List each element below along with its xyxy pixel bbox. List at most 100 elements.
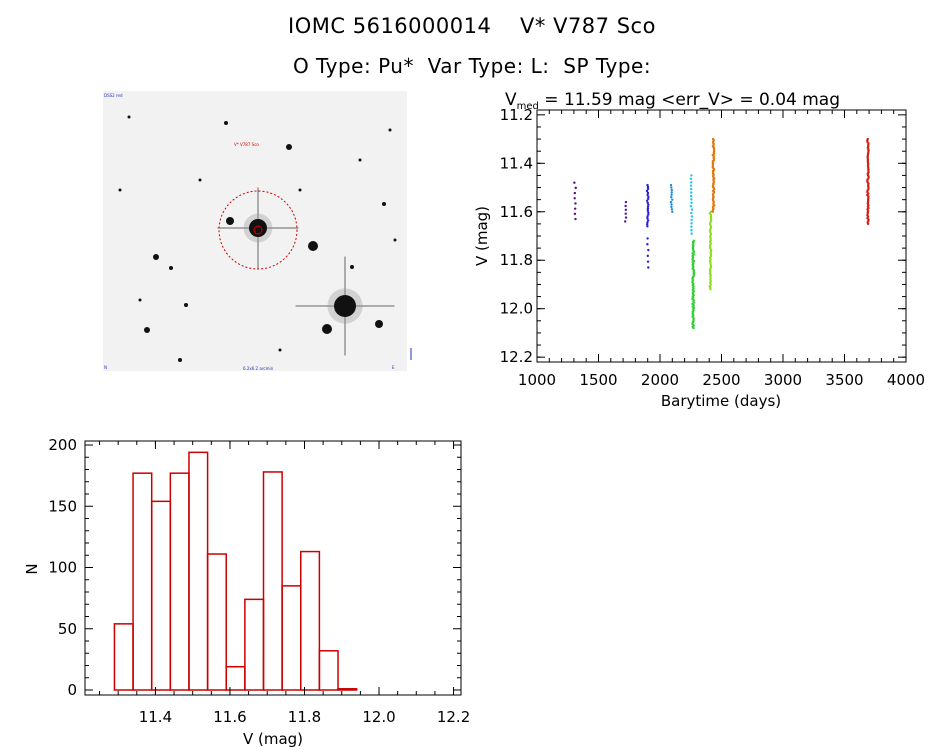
finder-stars — [118, 115, 397, 362]
finder-chart: DSS2 red V* V787 Sco N 6.2x6.2 arcmin E — [103, 91, 412, 371]
histogram-bar — [281, 585, 302, 691]
data-point — [690, 225, 693, 228]
data-point — [689, 187, 693, 191]
data-point — [573, 197, 576, 200]
histogram-bar — [244, 598, 265, 691]
data-point — [646, 225, 649, 228]
x-tick-label: 2500 — [702, 371, 740, 389]
x-tick-label: 1500 — [579, 371, 617, 389]
finder-survey-label: DSS2 red — [104, 93, 123, 98]
data-point — [647, 195, 650, 199]
data-point — [690, 208, 694, 211]
data-point — [646, 237, 649, 240]
x-tick-label: 2000 — [641, 371, 679, 389]
star — [127, 115, 131, 119]
data-point — [689, 184, 693, 187]
histogram-bar — [113, 623, 134, 691]
star — [308, 241, 318, 251]
data-point — [689, 177, 693, 181]
data-point — [646, 215, 649, 218]
data-point — [669, 183, 673, 187]
data-point — [690, 222, 693, 225]
data-point — [670, 205, 673, 209]
histogram-bar — [300, 550, 321, 691]
target-marker — [253, 225, 263, 235]
data-point — [646, 187, 650, 191]
data-point — [646, 191, 650, 195]
data-point — [574, 217, 577, 221]
histogram-bar — [225, 665, 246, 691]
data-point — [646, 207, 650, 210]
star — [382, 202, 386, 206]
light-curve-ylabel: V (mag) — [473, 206, 491, 266]
data-point — [670, 203, 673, 206]
data-point — [690, 191, 693, 194]
light-curve-frame — [536, 109, 907, 363]
star — [322, 324, 332, 334]
star-type-line: O Type: Pu* Var Type: L: SP Type: — [292, 54, 652, 78]
data-point — [646, 219, 650, 222]
light-curve-plot: Vmed = 11.59 mag <err_V> = 0.04 mag 1000… — [473, 90, 925, 410]
light-curve-points — [573, 137, 870, 330]
data-point — [690, 215, 694, 218]
star — [334, 295, 356, 317]
x-tick-label: 11.6 — [213, 708, 246, 726]
data-point — [646, 201, 649, 204]
data-point — [574, 186, 577, 190]
data-point — [690, 174, 693, 177]
y-tick-label: 11.4 — [500, 154, 533, 172]
x-tick-label: 11.4 — [139, 708, 172, 726]
histogram-bar — [318, 650, 339, 691]
light-curve-ticks: 1000 1500 2000 2500 3000 3500 4000 11.2 11.4 11.6… — [500, 106, 926, 389]
star — [278, 348, 282, 352]
data-point — [646, 209, 650, 212]
star — [178, 358, 182, 362]
data-point — [866, 222, 870, 226]
data-point — [709, 288, 712, 291]
data-point — [624, 216, 628, 219]
star — [118, 188, 122, 192]
star — [388, 128, 392, 132]
finder-north-label: N — [104, 365, 107, 370]
data-point — [645, 189, 649, 193]
data-point — [647, 248, 650, 252]
data-point — [671, 210, 674, 213]
x-tick-label: 3500 — [825, 371, 863, 389]
histogram-bar — [169, 472, 190, 691]
data-point — [645, 223, 649, 226]
data-point — [647, 211, 650, 214]
star — [224, 121, 228, 125]
star — [298, 188, 302, 192]
data-point — [690, 181, 693, 184]
star — [358, 158, 362, 162]
data-point — [671, 198, 674, 201]
histogram-frame — [84, 440, 462, 696]
data-point — [646, 221, 649, 224]
light-curve-title: Vmed = 11.59 mag <err_V> = 0.04 mag — [505, 90, 840, 112]
data-point — [670, 208, 674, 211]
data-point — [669, 200, 673, 204]
data-point — [670, 193, 673, 197]
finder-east-label: E — [392, 365, 395, 370]
data-point — [624, 204, 627, 208]
data-point — [646, 197, 650, 201]
title-v: V — [505, 90, 517, 110]
data-point — [670, 188, 673, 192]
histogram-ylabel: N — [23, 563, 41, 574]
finder-scale-label: 6.2x6.2 arcmin — [243, 366, 274, 371]
x-tick-label: 4000 — [887, 371, 925, 389]
star — [375, 320, 383, 328]
y-tick-label: 0 — [67, 681, 77, 699]
finder-target-label: V* V787 Sco — [234, 142, 259, 147]
data-point — [689, 205, 693, 208]
data-point — [670, 186, 673, 189]
data-point — [690, 218, 693, 222]
x-tick-label: 12.0 — [362, 708, 395, 726]
y-tick-label: 50 — [58, 620, 77, 638]
data-point — [646, 205, 650, 208]
star — [144, 327, 150, 333]
y-tick-label: 11.8 — [500, 251, 533, 269]
data-point — [690, 228, 693, 232]
data-point — [574, 202, 577, 205]
